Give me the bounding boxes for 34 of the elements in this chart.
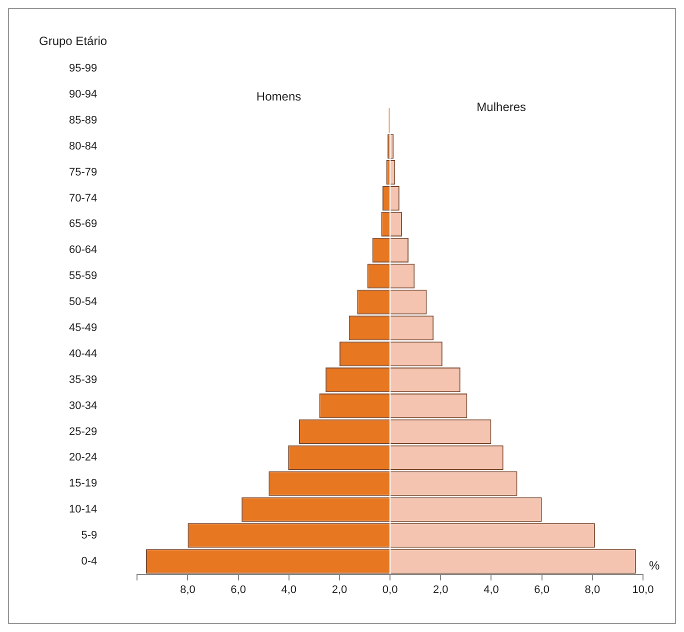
y-tick-label: 5-9 (81, 530, 98, 542)
y-tick-label: 35-39 (68, 374, 98, 386)
y-axis-title: Grupo Etário (39, 34, 108, 48)
x-axis-title: % (649, 558, 660, 573)
x-tick-label: 10,0 (632, 584, 654, 596)
y-tick-label: 95-99 (68, 62, 98, 75)
y-tick-label: 60-64 (68, 244, 98, 256)
y-tick-label: 25-29 (68, 426, 98, 438)
x-tick-label: 0,0 (382, 584, 398, 596)
x-tick-label: 6,0 (230, 584, 246, 596)
y-tick-label: 50-54 (68, 296, 98, 308)
x-tick-label: 8,0 (180, 584, 196, 596)
y-tick-label: 20-24 (68, 452, 98, 464)
x-tick-label: 2,0 (433, 584, 448, 596)
x-tick-label: 8,0 (584, 584, 600, 596)
annotation: Mulheres (476, 100, 526, 114)
y-tick-label: 65-69 (68, 218, 98, 230)
y-tick-label: 70-74 (68, 192, 98, 204)
y-tick-label: 85-89 (68, 114, 98, 126)
y-tick-label: 40-44 (68, 348, 98, 360)
y-tick-label: 10-14 (68, 504, 98, 516)
x-tick-label: 4,0 (281, 584, 297, 596)
y-tick-label: 80-84 (68, 140, 98, 152)
x-tick-label: 2,0 (332, 584, 348, 596)
x-tick-label: 4,0 (484, 584, 499, 596)
y-tick-label: 45-49 (68, 322, 98, 334)
y-tick-label: 0-4 (81, 555, 98, 568)
y-tick-label: 30-34 (68, 400, 98, 412)
x-tick-label: 6,0 (534, 584, 550, 596)
annotation: Homens (256, 89, 302, 104)
y-tick-label: 55-59 (68, 270, 98, 282)
y-tick-label: 15-19 (68, 478, 98, 490)
y-tick-label: 75-79 (68, 166, 98, 178)
y-tick-label: 90-94 (68, 88, 98, 101)
